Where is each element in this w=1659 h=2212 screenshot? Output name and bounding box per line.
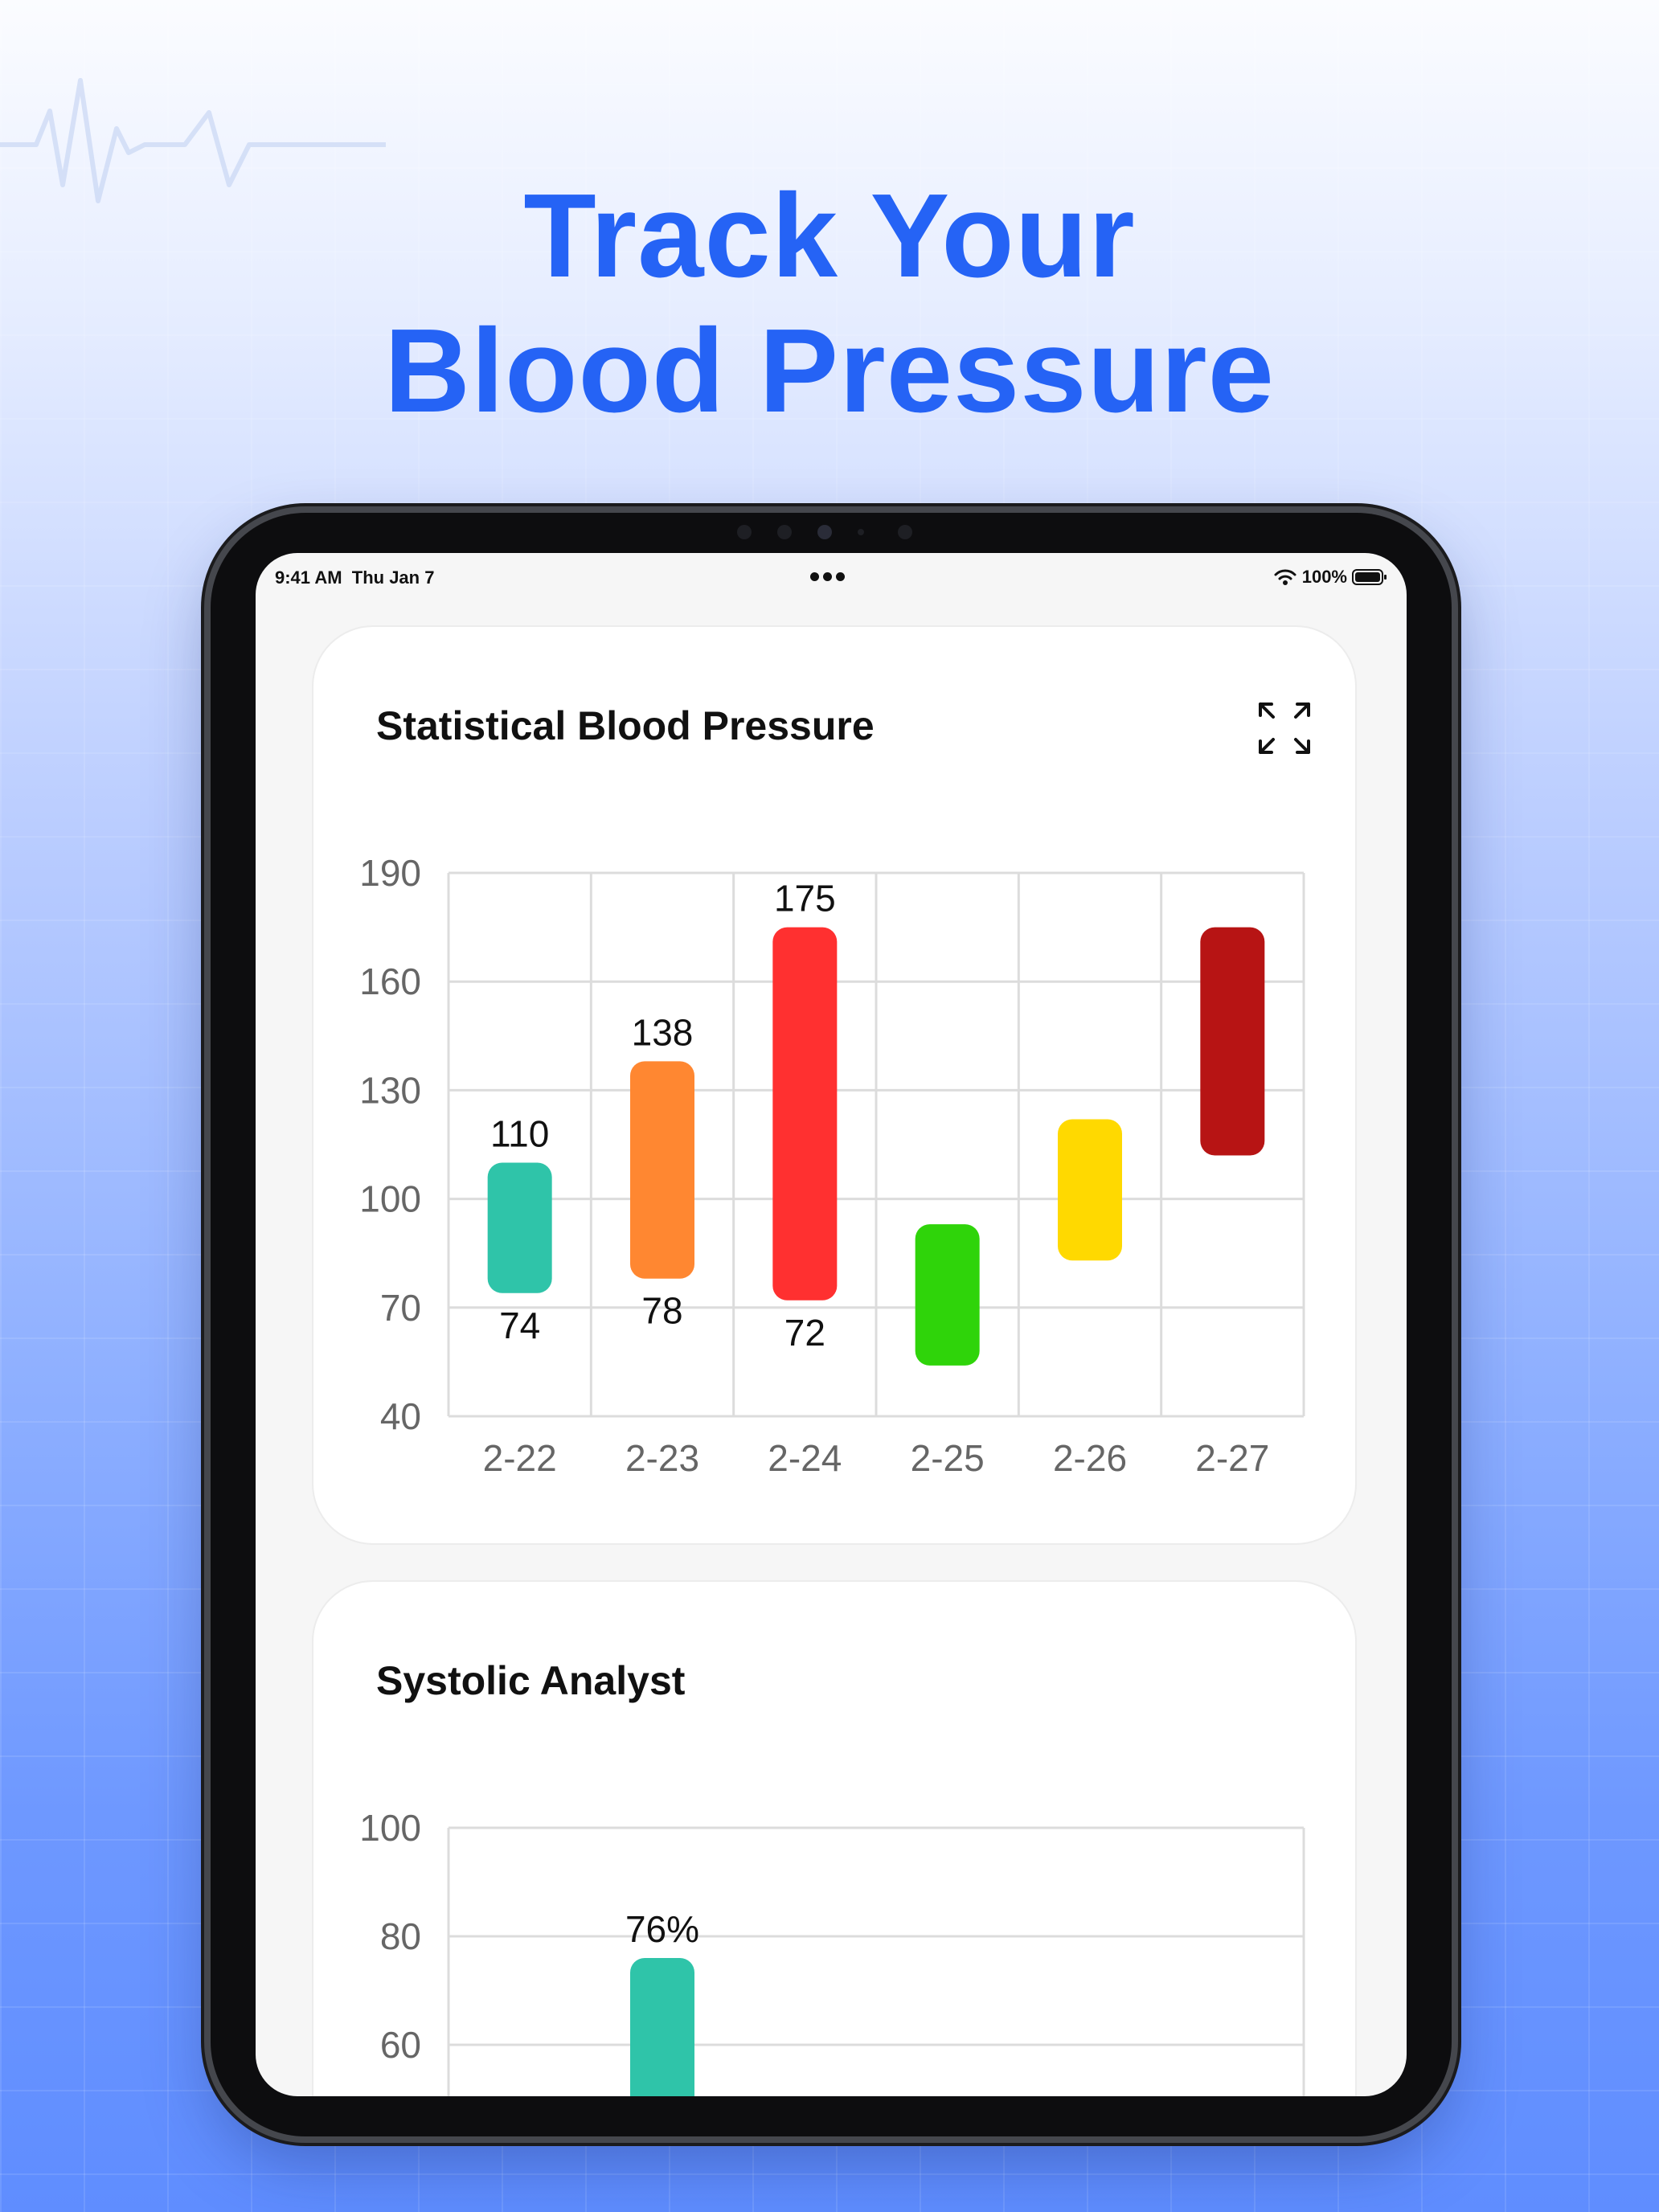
systolic-chart: 100 80 60 76% — [359, 1807, 1305, 2096]
bar-low-label: 72 — [784, 1312, 825, 1354]
systolic-bar — [630, 1958, 694, 2096]
hero-title-line-2: Blood Pressure — [384, 305, 1275, 437]
y-tick-label: 160 — [359, 961, 421, 1002]
x-tick-label: 2-26 — [1053, 1437, 1127, 1479]
y-tick-label: 100 — [359, 1178, 421, 1220]
status-time-date: 9:41 AM Thu Jan 7 — [275, 567, 435, 588]
bp-range-bar — [1200, 927, 1265, 1156]
battery-icon — [1352, 569, 1387, 585]
bp-chart-title: Statistical Blood Pressure — [376, 703, 875, 748]
x-tick-label: 2-23 — [625, 1437, 699, 1479]
bp-range-bar — [772, 927, 838, 1301]
bp-range-bar — [487, 1162, 552, 1293]
wifi-icon — [1274, 569, 1296, 585]
y-tick-label: 60 — [380, 2024, 421, 2066]
bar-high-label: 138 — [632, 1011, 694, 1053]
x-tick-label: 2-27 — [1195, 1437, 1269, 1479]
y-tick-label: 190 — [359, 852, 421, 894]
bar-low-label: 74 — [499, 1305, 540, 1346]
y-tick-label: 40 — [380, 1395, 421, 1437]
more-dots-icon[interactable] — [810, 572, 846, 582]
y-tick-label: 130 — [359, 1069, 421, 1111]
hero-title-line-1: Track Your — [523, 170, 1136, 302]
app-screen: 9:41 AM Thu Jan 7 100% Statistical — [256, 553, 1407, 2096]
battery-percentage: 100% — [1301, 567, 1347, 587]
y-tick-label: 70 — [380, 1287, 421, 1329]
expand-icon — [1259, 703, 1310, 754]
tablet-frame: 9:41 AM Thu Jan 7 100% Statistical — [211, 513, 1452, 2136]
status-bar: 9:41 AM Thu Jan 7 100% — [256, 553, 1407, 601]
systolic-chart-title: Systolic Analyst — [376, 1658, 686, 1703]
x-tick-label: 2-24 — [768, 1437, 842, 1479]
bar-high-label: 110 — [490, 1113, 549, 1155]
systolic-chart-card: Systolic Analyst 100 80 60 76% — [312, 1580, 1357, 2096]
camera-sensors — [737, 522, 930, 539]
systolic-bar-label: 76% — [625, 1908, 699, 1950]
bar-high-label: 175 — [774, 878, 836, 920]
bp-range-bar — [915, 1224, 980, 1366]
bp-range-bar — [630, 1061, 694, 1279]
x-tick-label: 2-22 — [483, 1437, 557, 1479]
y-tick-label: 80 — [380, 1915, 421, 1957]
heartbeat-pulse-icon — [0, 78, 386, 203]
bp-range-bar — [1058, 1119, 1122, 1261]
bp-chart: 190 160 130 100 70 40 2-22 2-23 2-24 2-25 2-26 2-27… — [359, 852, 1305, 1479]
bp-chart-card: Statistical Blood Pressure 190 160 130 100 7… — [312, 625, 1357, 1545]
expand-button[interactable] — [1256, 699, 1313, 757]
status-indicators: 100% — [1273, 566, 1387, 588]
bar-low-label: 78 — [641, 1290, 682, 1332]
hero-title: Track Your Blood Pressure — [0, 169, 1659, 439]
y-tick-label: 100 — [359, 1807, 421, 1849]
x-tick-label: 2-25 — [911, 1437, 985, 1479]
